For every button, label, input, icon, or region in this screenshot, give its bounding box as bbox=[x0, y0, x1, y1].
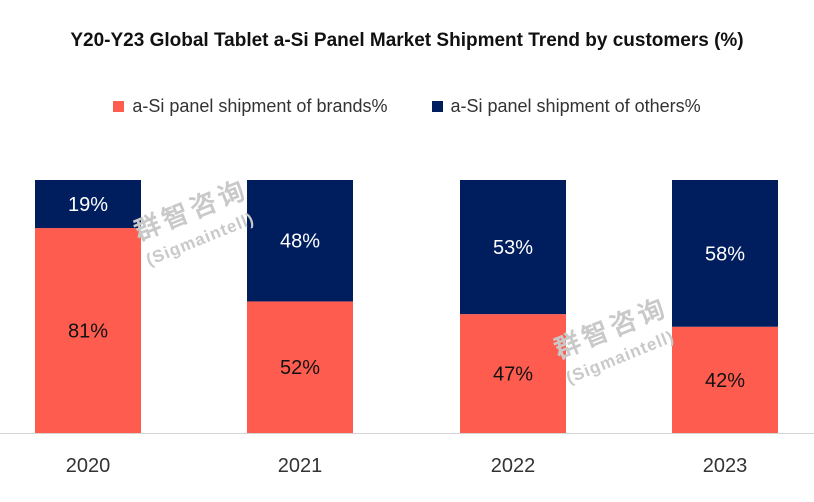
data-label-brands-2023: 42% bbox=[705, 370, 745, 392]
data-label-others-2021: 48% bbox=[280, 231, 320, 253]
bar-others-2022 bbox=[460, 180, 566, 315]
data-label-others-2022: 53% bbox=[493, 237, 533, 259]
bar-brands-2021 bbox=[247, 301, 353, 433]
bar-brands-2023 bbox=[672, 326, 778, 433]
x-tick-label-2023: 2023 bbox=[703, 455, 748, 477]
chart-title: Y20-Y23 Global Tablet a-Si Panel Market … bbox=[70, 30, 744, 51]
bar-brands-2020 bbox=[35, 228, 141, 433]
x-tick-label-2020: 2020 bbox=[66, 455, 111, 477]
bar-brands-2022 bbox=[460, 314, 566, 433]
data-label-brands-2022: 47% bbox=[493, 364, 533, 386]
bar-others-2023 bbox=[672, 180, 778, 327]
data-label-others-2020: 19% bbox=[68, 194, 108, 216]
legend-item-others: a-Si panel shipment of others% bbox=[431, 96, 701, 117]
data-label-brands-2021: 52% bbox=[280, 357, 320, 379]
data-label-others-2023: 58% bbox=[705, 243, 745, 265]
legend-item-brands: a-Si panel shipment of brands% bbox=[113, 96, 388, 117]
legend: a-Si panel shipment of brands% a-Si pane… bbox=[0, 96, 814, 117]
legend-swatch-brands bbox=[113, 101, 125, 112]
x-tick-label-2021: 2021 bbox=[278, 455, 323, 477]
x-tick-label-2022: 2022 bbox=[491, 455, 536, 477]
legend-label-others: a-Si panel shipment of others% bbox=[450, 96, 701, 116]
data-label-brands-2020: 81% bbox=[68, 321, 108, 343]
legend-label-brands: a-Si panel shipment of brands% bbox=[132, 96, 388, 116]
bar-others-2021 bbox=[247, 180, 353, 302]
bar-others-2020 bbox=[35, 180, 141, 229]
legend-swatch-others bbox=[431, 101, 443, 112]
